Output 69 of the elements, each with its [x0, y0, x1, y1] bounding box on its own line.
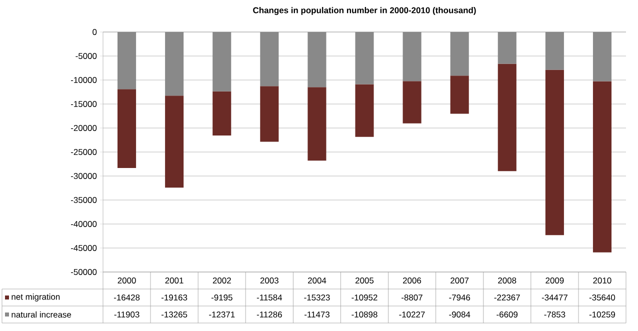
bar [308, 87, 326, 161]
data-label: -7946 [449, 294, 470, 300]
bar [260, 86, 279, 142]
x-tick-label: 2001 [165, 278, 184, 284]
data-label: -6609 [496, 312, 518, 318]
bar [450, 32, 469, 76]
bar [545, 70, 564, 236]
y-tick-label: -20000 [70, 125, 97, 131]
bar [118, 32, 136, 90]
data-label: -34477 [542, 294, 568, 300]
x-tick-label: 2006 [403, 278, 422, 284]
bar [592, 81, 612, 252]
data-label: -11473 [304, 312, 330, 318]
bar [592, 32, 612, 82]
bar [450, 76, 469, 114]
bar [498, 32, 516, 64]
data-label: -9084 [449, 312, 470, 318]
bar [545, 32, 564, 70]
data-label: -10952 [352, 294, 378, 300]
x-tick-label: 2005 [356, 278, 374, 284]
bar [308, 32, 326, 88]
data-label: -35640 [589, 294, 616, 300]
y-tick-label: -10000 [70, 77, 97, 83]
bar [165, 96, 184, 188]
x-tick-label: 2003 [260, 278, 278, 284]
bar [212, 32, 232, 92]
data-label: -10227 [399, 312, 425, 318]
data-label: -11584 [256, 294, 282, 300]
bar [118, 89, 136, 168]
data-label: -11286 [256, 312, 282, 318]
x-tick-label: 2000 [118, 278, 136, 284]
data-label: -19163 [161, 294, 188, 300]
data-label: -9195 [211, 294, 232, 300]
bar [402, 81, 422, 124]
data-label: -7853 [544, 312, 566, 318]
chart-title: Changes in population number in 2000-2010 (thousand) [253, 7, 476, 15]
legend-label: net migration [12, 294, 60, 302]
legend-label: natural increase [12, 311, 72, 318]
data-label: -12371 [209, 312, 235, 318]
data-label: -11903 [114, 312, 140, 318]
x-tick-label: 2007 [450, 278, 469, 284]
bar [498, 64, 516, 172]
y-tick-label: -30000 [70, 173, 97, 179]
x-tick-label: 2010 [593, 278, 612, 284]
y-tick-label: -45000 [70, 245, 97, 251]
data-label: -13265 [161, 312, 188, 318]
bar [212, 91, 232, 136]
y-tick-label: -25000 [70, 149, 97, 155]
data-label: -8807 [402, 294, 422, 300]
y-tick-label: -5000 [76, 53, 97, 59]
x-tick-label: 2002 [212, 278, 231, 284]
bar [355, 32, 374, 84]
bar [355, 84, 374, 137]
y-tick-label: -50000 [70, 269, 97, 275]
x-tick-label: 2004 [308, 278, 326, 284]
data-label: -22367 [494, 294, 520, 300]
y-tick-label: -15000 [70, 101, 97, 107]
data-label: -16428 [114, 294, 140, 300]
data-label: -15323 [304, 294, 330, 300]
bar [165, 32, 184, 96]
data-label: -10898 [352, 312, 378, 318]
y-tick-label: -40000 [70, 221, 97, 227]
x-tick-label: 2008 [498, 278, 516, 284]
bar [260, 32, 279, 86]
x-tick-label: 2009 [546, 278, 564, 284]
bar [402, 32, 422, 82]
data-label: -10259 [589, 312, 615, 318]
y-tick-label: -35000 [70, 197, 97, 203]
y-tick-label: 0 [92, 29, 97, 35]
